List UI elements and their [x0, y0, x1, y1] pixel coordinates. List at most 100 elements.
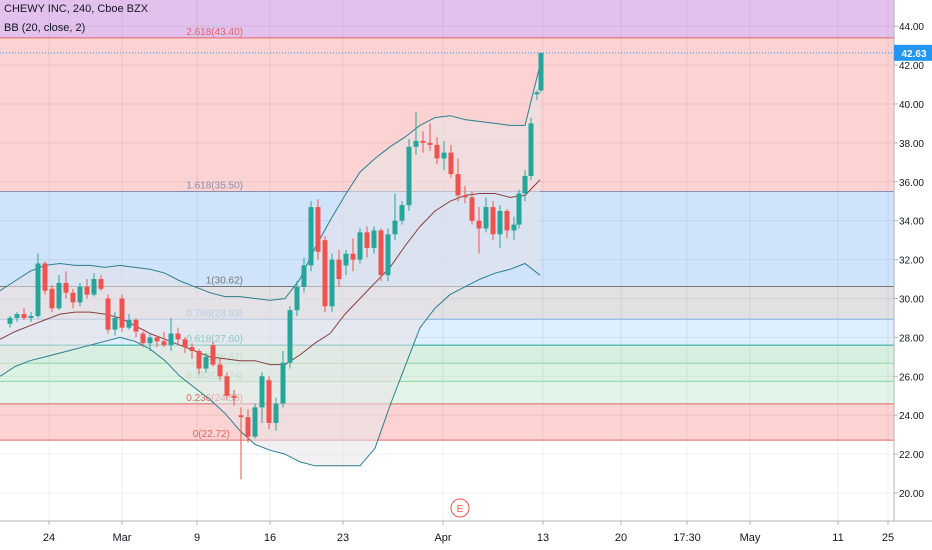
candle [441, 140, 447, 171]
earnings-event-label: E [457, 504, 464, 515]
candle [406, 139, 412, 211]
y-tick-label: 34.00 [899, 217, 924, 228]
grid-lines [0, 0, 894, 521]
y-tick-label: 40.00 [899, 100, 924, 111]
candle [119, 294, 125, 332]
last-price-tag: 42.63 [894, 44, 932, 61]
candles [7, 52, 544, 480]
bb-upper-line [0, 64, 541, 301]
x-tick-label: 24 [43, 532, 55, 544]
candle [196, 349, 202, 375]
candle [287, 306, 293, 369]
y-tick-label: 20.00 [899, 489, 924, 500]
candle-body [245, 417, 251, 437]
candle-body [343, 253, 349, 266]
candle-body [273, 403, 279, 423]
candle-body [133, 319, 139, 332]
fib-label: 1.618(35.50) [186, 181, 243, 192]
candle-body [56, 282, 62, 309]
candle [308, 201, 314, 272]
price-axis-bg [894, 0, 932, 550]
candle-body [98, 279, 104, 289]
candle [133, 317, 139, 338]
bb-basis-line [0, 179, 541, 366]
bb-lower-line [0, 262, 541, 467]
candle [161, 331, 167, 348]
x-tick-label: 9 [194, 532, 200, 544]
candle [538, 52, 544, 93]
candle-body [322, 240, 328, 307]
candle [147, 333, 153, 352]
candle [413, 111, 419, 155]
y-tick-label: 36.00 [899, 178, 924, 189]
candle-body [84, 286, 90, 295]
candle-body [413, 140, 419, 147]
fib-band [0, 403, 894, 441]
candle-body [77, 286, 83, 303]
y-tick-label: 22.00 [899, 450, 924, 461]
candle [534, 90, 540, 101]
candle-body [252, 407, 258, 437]
candle-body [511, 224, 517, 231]
candle [245, 409, 251, 443]
candle-body [147, 337, 153, 344]
x-tick-label: 23 [337, 532, 349, 544]
bollinger-bands [0, 64, 541, 467]
candle-body [371, 230, 377, 248]
candle-body [182, 339, 188, 348]
candle-body [336, 259, 342, 280]
candle-body [175, 333, 181, 340]
candle [364, 226, 370, 258]
candle [77, 282, 83, 307]
candle [70, 288, 76, 309]
candle-body [516, 193, 522, 225]
earnings-event-marker[interactable]: E [450, 498, 470, 518]
x-tick-label: 11 [832, 532, 843, 544]
candle-body [49, 288, 55, 309]
x-tick-label: 20 [615, 532, 627, 544]
candle-body [357, 232, 363, 260]
candle [448, 144, 454, 178]
candle [98, 275, 104, 291]
y-tick-label: 28.00 [899, 333, 924, 344]
candle [399, 201, 405, 225]
candle [280, 351, 286, 408]
candle [434, 137, 440, 165]
candle [315, 199, 321, 260]
candle [189, 343, 195, 359]
candle [378, 228, 384, 281]
candle [528, 117, 534, 180]
candle [483, 197, 489, 233]
candle-body [63, 282, 69, 293]
candle-body [196, 351, 202, 369]
candle-body [70, 292, 76, 303]
candle [490, 201, 496, 241]
candle [168, 317, 174, 352]
candle [516, 189, 522, 229]
candle [14, 312, 20, 322]
candle-body [259, 376, 265, 408]
candle-body [522, 175, 528, 194]
fib-label: 2.618(43.40) [186, 27, 243, 38]
candle-body [455, 174, 461, 196]
candle-body [462, 195, 468, 198]
candle [385, 228, 391, 281]
candle [28, 312, 34, 322]
candle-body [28, 316, 34, 318]
price-tag-label: 42.63 [901, 49, 926, 60]
fib-label: 0(22.72) [193, 429, 230, 440]
candle-body [301, 265, 307, 287]
candle-body [126, 319, 132, 328]
candle-body [364, 232, 370, 248]
candle [105, 294, 111, 334]
y-tick-label: 44.00 [899, 22, 924, 33]
candle-body [427, 142, 433, 145]
y-tick-label: 24.00 [899, 411, 924, 422]
fib-band [0, 0, 894, 38]
candle [21, 308, 27, 320]
candle-body [119, 298, 125, 328]
candle-body [7, 317, 13, 324]
candle [49, 284, 55, 313]
